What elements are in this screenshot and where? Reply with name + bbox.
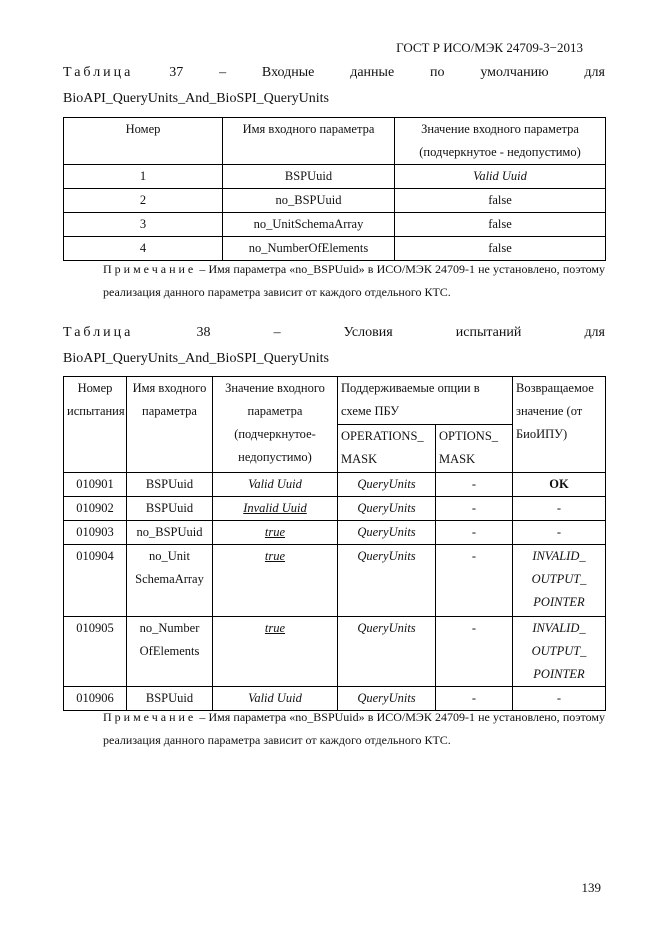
caption-word: умолчанию — [480, 65, 549, 80]
note-text: – Имя параметра «no_BSPUuid» в ИСО/МЭК 2… — [103, 262, 605, 299]
cell: no_Unit SchemaArray — [126, 544, 213, 617]
cell: Invalid Uuid — [212, 496, 338, 521]
caption-line-2: BioAPI_QueryUnits_And_BioSPI_QueryUnits — [63, 351, 330, 366]
page-number: 139 — [581, 880, 602, 895]
caption-word: для — [584, 65, 605, 80]
cell: 010901 — [63, 472, 127, 497]
table-row: 010903 no_BSPUuid true QueryUnits - - — [63, 520, 606, 545]
header-cell: OPTIONS_ MASK — [435, 424, 513, 473]
cell: QueryUnits — [337, 496, 436, 521]
cell: OK — [512, 472, 606, 497]
caption-word: – — [219, 65, 227, 80]
cell: - — [435, 472, 513, 497]
header-cell: Значение входного параметра (подчеркнуто… — [212, 376, 338, 473]
cell: QueryUnits — [337, 686, 436, 711]
cell: BSPUuid — [126, 496, 213, 521]
header-cell: Имя входного параметра — [126, 376, 213, 473]
caption-word: данные — [350, 65, 395, 80]
cell: - — [512, 520, 606, 545]
cell: 010904 — [63, 544, 127, 617]
table-38: Номер испытания Имя входного параметра З… — [63, 376, 606, 711]
header-cell: Значение входного параметра (подчеркнуто… — [394, 117, 606, 165]
cell: no_Number OfElements — [126, 616, 213, 687]
table-37: Номер Имя входного параметра Значение вх… — [63, 117, 606, 261]
caption-word: Таблица — [63, 65, 134, 80]
caption-word: Условия — [343, 325, 393, 340]
cell: 3 — [63, 212, 223, 237]
cell: - — [435, 686, 513, 711]
caption-word: для — [584, 325, 605, 340]
table-38-caption: Таблица 38 – Условия испытаний для BioAP… — [63, 320, 605, 372]
cell: 010902 — [63, 496, 127, 521]
cell: false — [394, 212, 606, 237]
cell: no_UnitSchemaArray — [222, 212, 395, 237]
cell: - — [512, 496, 606, 521]
table-37-note: Примечание – Имя параметра «no_BSPUuid» … — [63, 258, 605, 304]
table-row: 4 no_NumberOfElements false — [63, 236, 606, 261]
cell: 010906 — [63, 686, 127, 711]
cell: - — [435, 520, 513, 545]
caption-word: Таблица — [63, 325, 134, 340]
cell: QueryUnits — [337, 544, 436, 617]
table-header-row: Номер испытания Имя входного параметра З… — [63, 376, 606, 473]
cell: INVALID_ OUTPUT_ POINTER — [512, 616, 606, 687]
table-row: 2 no_BSPUuid false — [63, 188, 606, 213]
cell: Valid Uuid — [212, 472, 338, 497]
cell: no_NumberOfElements — [222, 236, 395, 261]
header-cell: Номер испытания — [63, 376, 127, 473]
cell: - — [435, 544, 513, 617]
cell: - — [435, 616, 513, 687]
caption-word: испытаний — [455, 325, 522, 340]
table-row: 010901 BSPUuid Valid Uuid QueryUnits - O… — [63, 472, 606, 497]
caption-line-2: BioAPI_QueryUnits_And_BioSPI_QueryUnits — [63, 91, 330, 106]
cell: 1 — [63, 164, 223, 189]
table-header-row: Номер Имя входного параметра Значение вх… — [63, 117, 606, 165]
cell: - — [512, 686, 606, 711]
cell: 010905 — [63, 616, 127, 687]
cell: Valid Uuid — [212, 686, 338, 711]
table-row: 3 no_UnitSchemaArray false — [63, 212, 606, 237]
note-label: Примечание — [103, 710, 197, 724]
table-row: 010904 no_Unit SchemaArray true QueryUni… — [63, 544, 606, 617]
table-row: 010906 BSPUuid Valid Uuid QueryUnits - - — [63, 686, 606, 711]
document-header: ГОСТ Р ИСО/МЭК 24709-3−2013 — [396, 40, 583, 55]
header-cell: Номер — [63, 117, 223, 165]
caption-word: – — [273, 325, 281, 340]
cell: 010903 — [63, 520, 127, 545]
table-38-note: Примечание – Имя параметра «no_BSPUuid» … — [63, 706, 605, 752]
cell: 2 — [63, 188, 223, 213]
cell: true — [212, 544, 338, 617]
note-label: Примечание — [103, 262, 197, 276]
header-cell: Имя входного параметра — [222, 117, 395, 165]
header-cell: Возвращаемое значение (от БиоИПУ) — [512, 376, 606, 473]
table-row: 010905 no_Number OfElements true QueryUn… — [63, 616, 606, 687]
cell: INVALID_ OUTPUT_ POINTER — [512, 544, 606, 617]
cell: true — [212, 520, 338, 545]
caption-word: 38 — [196, 325, 211, 340]
header-cell: OPERATIONS_ MASK — [337, 424, 436, 473]
table-37-caption: Таблица 37 – Входные данные по умолчанию… — [63, 60, 605, 112]
cell: QueryUnits — [337, 520, 436, 545]
header-cell: Поддерживаемые опции в схеме ПБУ — [337, 376, 513, 425]
cell: Valid Uuid — [394, 164, 606, 189]
cell: false — [394, 188, 606, 213]
table-row: 010902 BSPUuid Invalid Uuid QueryUnits -… — [63, 496, 606, 521]
cell: false — [394, 236, 606, 261]
table-row: 1 BSPUuid Valid Uuid — [63, 164, 606, 189]
caption-word: Входные — [261, 65, 315, 80]
caption-word: 37 — [169, 65, 184, 80]
cell: 4 — [63, 236, 223, 261]
cell: BSPUuid — [126, 686, 213, 711]
cell: true — [212, 616, 338, 687]
table-subheader-row: OPERATIONS_ MASK OPTIONS_ MASK — [64, 424, 606, 473]
cell: no_BSPUuid — [126, 520, 213, 545]
cell: no_BSPUuid — [222, 188, 395, 213]
note-text: – Имя параметра «no_BSPUuid» в ИСО/МЭК 2… — [103, 710, 605, 747]
caption-word: по — [430, 65, 445, 80]
cell: QueryUnits — [337, 472, 436, 497]
cell: BSPUuid — [222, 164, 395, 189]
cell: - — [435, 496, 513, 521]
cell: QueryUnits — [337, 616, 436, 687]
cell: BSPUuid — [126, 472, 213, 497]
